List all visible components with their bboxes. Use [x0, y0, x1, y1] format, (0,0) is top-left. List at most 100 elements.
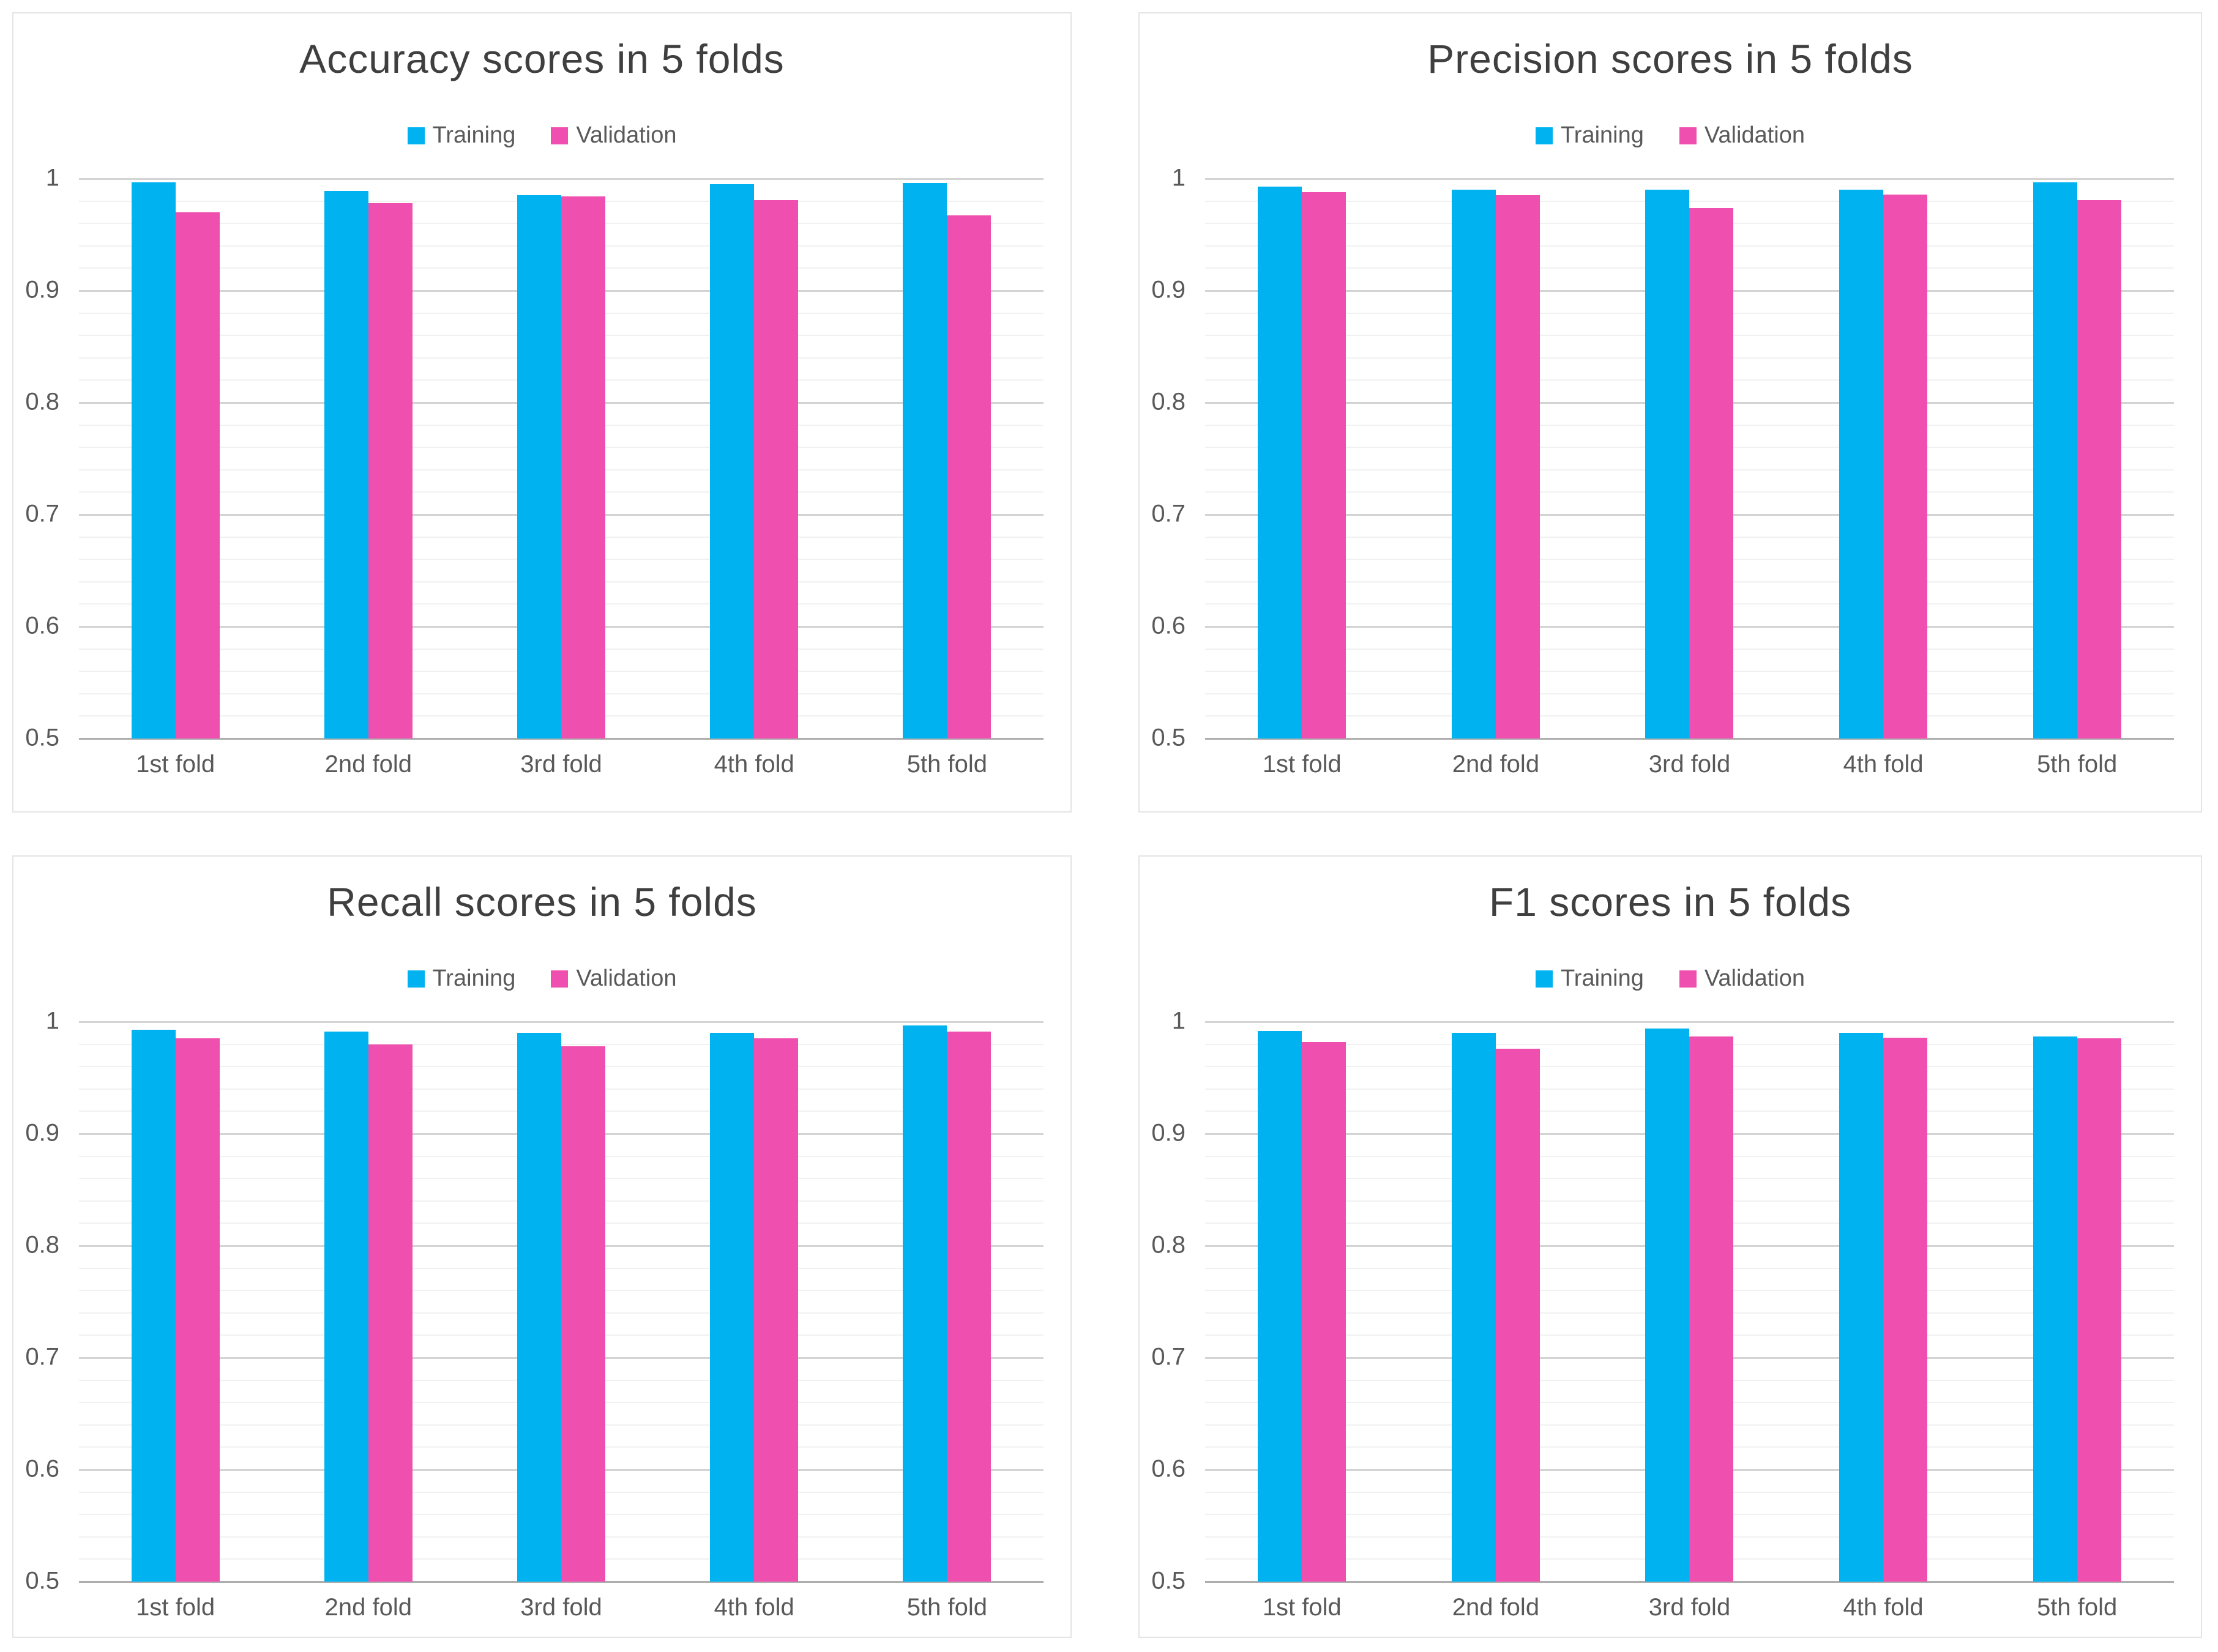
- training-bar-5th-fold: [903, 1025, 947, 1582]
- x-axis-tick-label: 3rd fold: [520, 751, 602, 778]
- legend-label-validation: Validation: [1704, 966, 1805, 991]
- x-axis-tick-label: 1st fold: [1262, 751, 1342, 778]
- legend-item-validation: Validation: [1679, 122, 1805, 149]
- training-bar-1st-fold: [1258, 1030, 1302, 1582]
- bar-group-5th-fold: [851, 1022, 1044, 1582]
- legend-label-training: Training: [432, 122, 516, 148]
- y-axis-tick-label: 1: [45, 1007, 59, 1035]
- chart-title: Recall scores in 5 folds: [327, 879, 757, 925]
- major-gridline: [1205, 1021, 2174, 1023]
- minor-gridline: [79, 1043, 1044, 1045]
- chart-legend: Training Validation: [13, 966, 1070, 992]
- training-bar-1st-fold: [131, 1029, 176, 1582]
- charts-grid: Accuracy scores in 5 folds Training Vali…: [12, 12, 2202, 1638]
- x-axis-tick-label: 1st fold: [136, 751, 215, 778]
- y-axis-tick-label: 0.5: [1151, 1567, 1186, 1594]
- y-axis-tick-label: 0.6: [25, 612, 59, 639]
- training-bar-4th-fold: [1839, 1033, 1884, 1582]
- bar-series-container: [1205, 179, 2174, 739]
- x-axis-tick-label: 3rd fold: [1648, 751, 1731, 778]
- bar-group-2nd-fold: [272, 179, 465, 739]
- validation-bar-2nd-fold: [1495, 1048, 1540, 1582]
- bar-series-container: [79, 179, 1044, 739]
- x-axis-line: [79, 1581, 1044, 1583]
- legend-label-validation: Validation: [1704, 122, 1805, 148]
- plot-area: 1 0.9 0.8 0.7 0.6 0.5 1st fold 2nd fold 3rd fold…: [1151, 165, 2174, 778]
- y-axis-tick-label: 0.6: [1151, 612, 1186, 639]
- plot-area: 1 0.9 0.8 0.7 0.6 0.5 1st fold 2nd fold 3rd fold…: [25, 1008, 1044, 1621]
- training-bar-1st-fold: [131, 182, 176, 739]
- y-axis-tick-label: 0.5: [25, 724, 59, 751]
- chart-panel-f1: F1 scores in 5 folds Training Validation…: [1138, 855, 2202, 1638]
- x-axis-tick-label: 5th fold: [906, 1594, 988, 1621]
- y-axis-tick-label: 0.8: [1151, 1231, 1186, 1259]
- training-bar-2nd-fold: [1451, 190, 1496, 739]
- bar-group-1st-fold: [1205, 179, 1399, 739]
- y-axis-tick-label: 0.9: [25, 276, 59, 303]
- x-axis-labels: 1st fold 2nd fold 3rd fold 4th fold 5th fold: [1205, 1594, 2174, 1621]
- validation-bar-2nd-fold: [1495, 195, 1540, 739]
- training-swatch: [407, 127, 425, 144]
- chart-legend: Training Validation: [1140, 122, 2201, 149]
- legend-label-training: Training: [1561, 122, 1644, 148]
- validation-bar-3rd-fold: [1689, 207, 1734, 739]
- training-bar-1st-fold: [1258, 186, 1302, 739]
- training-bar-5th-fold: [903, 183, 947, 739]
- y-axis-tick-label: 0.7: [25, 1343, 59, 1371]
- validation-bar-1st-fold: [175, 212, 220, 739]
- legend-label-training: Training: [432, 966, 516, 991]
- chart-legend: Training Validation: [1140, 966, 2201, 992]
- bar-group-2nd-fold: [1399, 1022, 1593, 1582]
- legend-item-training: Training: [1536, 122, 1644, 149]
- bar-group-3rd-fold: [1593, 179, 1787, 739]
- x-axis-labels: 1st fold 2nd fold 3rd fold 4th fold 5th fold: [79, 1594, 1044, 1621]
- validation-swatch: [551, 127, 569, 144]
- y-axis-tick-label: 0.8: [25, 388, 59, 415]
- major-gridline: [79, 1021, 1044, 1023]
- x-axis-tick-label: 4th fold: [714, 1594, 794, 1621]
- validation-bar-3rd-fold: [1689, 1036, 1734, 1582]
- major-gridline: [1205, 178, 2174, 180]
- bar-group-1st-fold: [79, 1022, 272, 1582]
- x-axis-labels: 1st fold 2nd fold 3rd fold 4th fold 5th fold: [79, 751, 1044, 778]
- legend-label-training: Training: [1561, 966, 1644, 991]
- validation-bar-2nd-fold: [368, 203, 413, 739]
- bar-group-2nd-fold: [1399, 179, 1593, 739]
- y-axis-tick-label: 0.9: [1151, 276, 1186, 303]
- bar-group-4th-fold: [658, 179, 851, 739]
- y-axis-tick-label: 0.8: [1151, 388, 1186, 415]
- plot-area: 1 0.9 0.8 0.7 0.6 0.5 1st fold 2nd fold 3rd fold…: [25, 165, 1044, 778]
- minor-gridline: [1205, 200, 2174, 202]
- bar-group-4th-fold: [658, 1022, 851, 1582]
- validation-bar-4th-fold: [1883, 1037, 1928, 1582]
- legend-item-training: Training: [1536, 966, 1644, 992]
- validation-swatch: [551, 970, 569, 988]
- validation-bar-5th-fold: [2077, 1038, 2121, 1582]
- y-axis-tick-label: 0.5: [25, 1567, 59, 1594]
- validation-swatch: [1679, 127, 1697, 144]
- x-axis-tick-label: 5th fold: [2037, 1594, 2118, 1621]
- x-axis-line: [1205, 738, 2174, 740]
- validation-bar-1st-fold: [1302, 1041, 1346, 1582]
- legend-label-validation: Validation: [576, 966, 677, 991]
- training-swatch: [1536, 970, 1553, 988]
- x-axis-tick-label: 2nd fold: [324, 1594, 412, 1621]
- legend-item-training: Training: [407, 966, 516, 992]
- y-axis-tick-label: 0.7: [25, 500, 59, 527]
- y-axis-tick-label: 1: [45, 164, 59, 192]
- bar-group-5th-fold: [851, 179, 1044, 739]
- bar-group-2nd-fold: [272, 1022, 465, 1582]
- x-axis-tick-label: 3rd fold: [1648, 1594, 1731, 1621]
- training-bar-3rd-fold: [1645, 190, 1690, 739]
- x-axis-tick-label: 4th fold: [714, 751, 794, 778]
- y-axis-tick-label: 0.9: [25, 1119, 59, 1147]
- y-axis-tick-label: 1: [1171, 1007, 1186, 1035]
- training-swatch: [1536, 127, 1553, 144]
- validation-bar-4th-fold: [754, 199, 799, 739]
- bar-group-4th-fold: [1787, 1022, 1981, 1582]
- training-bar-2nd-fold: [324, 1032, 368, 1582]
- validation-swatch: [1679, 970, 1697, 988]
- chart-panel-precision: Precision scores in 5 folds Training Val…: [1138, 12, 2202, 813]
- validation-bar-1st-fold: [1302, 192, 1346, 739]
- y-axis-tick-label: 0.6: [1151, 1455, 1186, 1483]
